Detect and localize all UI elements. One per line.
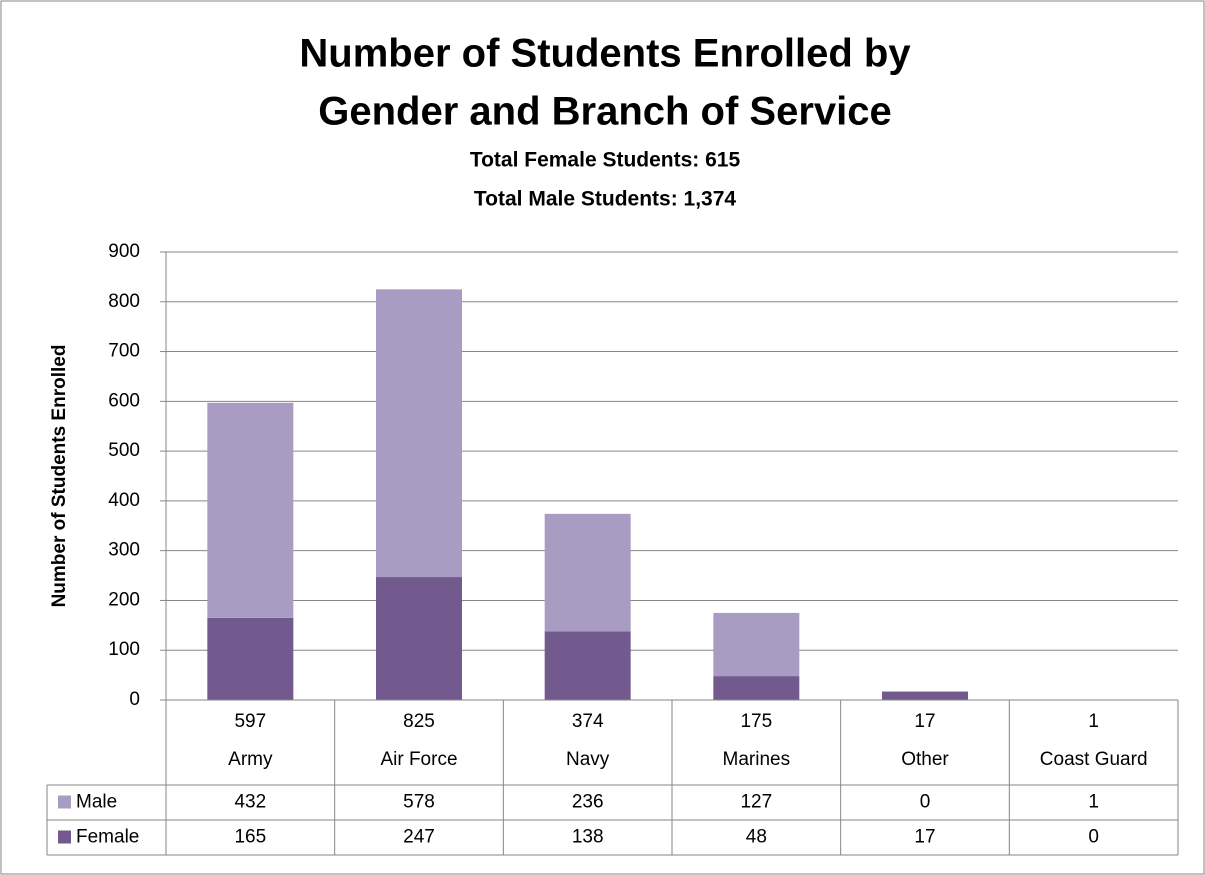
legend-key	[58, 830, 71, 844]
x-tick-label: Army	[228, 749, 273, 770]
y-axis-title: Number of Students Enrolled	[49, 345, 70, 608]
y-tick-label: 700	[108, 341, 140, 362]
y-tick-label: 300	[108, 540, 140, 561]
legend-label: Female	[76, 827, 139, 848]
chart-subtitle: Total Female Students: 615	[470, 149, 741, 172]
chart-title: Number of Students Enrolled by	[299, 32, 911, 76]
table-value: 0	[1088, 827, 1099, 848]
bar-segment	[544, 631, 631, 700]
x-tick-label: Navy	[566, 749, 610, 770]
y-tick-label: 200	[108, 589, 140, 610]
table-value: 432	[234, 792, 266, 813]
x-tick-label: Marines	[723, 749, 791, 770]
table-value: 127	[740, 792, 772, 813]
chart-title: Gender and Branch of Service	[318, 90, 892, 134]
bar-segment	[207, 617, 294, 700]
x-tick-label: Other	[901, 749, 949, 770]
x-tick-label: 1	[1088, 711, 1099, 732]
table-value: 247	[403, 827, 435, 848]
bar-segment	[376, 577, 462, 700]
table-value: 138	[572, 827, 604, 848]
table-value: 165	[234, 827, 266, 848]
x-tick-label: 374	[572, 711, 604, 732]
y-tick-label: 400	[108, 490, 140, 511]
bar-segment	[713, 676, 800, 700]
y-tick-label: 800	[108, 291, 140, 312]
x-tick-label: 597	[234, 711, 266, 732]
bar-segment	[882, 691, 968, 700]
bar-segment	[713, 612, 800, 677]
bar-segment	[376, 289, 462, 578]
chart-subtitle: Total Male Students: 1,374	[474, 188, 736, 211]
table-value: 236	[572, 792, 604, 813]
legend-key	[58, 795, 71, 809]
y-tick-label: 500	[108, 440, 140, 461]
bar-segment	[544, 513, 631, 632]
legend-label: Male	[76, 792, 117, 813]
y-tick-label: 600	[108, 390, 140, 411]
table-value: 1	[1088, 792, 1099, 813]
x-tick-label: 825	[403, 711, 435, 732]
x-tick-label: Coast Guard	[1040, 749, 1148, 770]
bar-segment	[207, 402, 294, 618]
table-value: 0	[920, 792, 931, 813]
y-tick-label: 100	[108, 639, 140, 660]
x-tick-label: 175	[740, 711, 772, 732]
y-tick-label: 0	[129, 689, 140, 710]
table-value: 48	[746, 827, 767, 848]
table-value: 578	[403, 792, 435, 813]
x-tick-label: Air Force	[380, 749, 457, 770]
x-tick-label: 17	[914, 711, 935, 732]
table-value: 17	[914, 827, 935, 848]
y-tick-label: 900	[108, 241, 140, 262]
